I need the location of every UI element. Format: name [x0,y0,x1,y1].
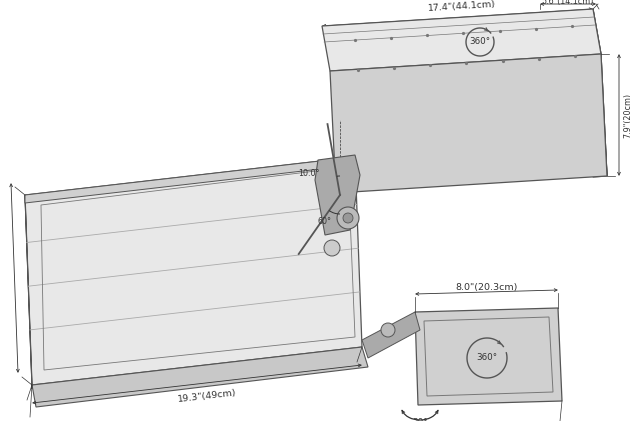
Circle shape [343,213,353,223]
Circle shape [324,240,340,256]
Text: 360°: 360° [469,37,491,46]
Polygon shape [593,9,607,176]
Circle shape [337,207,359,229]
Polygon shape [315,155,360,235]
Text: 360°: 360° [476,354,498,362]
Text: 8.0"(20.3cm): 8.0"(20.3cm) [455,283,518,292]
Polygon shape [362,312,420,358]
Text: 17.4"(44.1cm): 17.4"(44.1cm) [428,0,496,13]
Polygon shape [25,157,355,203]
Polygon shape [415,308,562,405]
Text: 7.9"(20cm): 7.9"(20cm) [623,93,630,138]
Polygon shape [593,9,607,177]
Polygon shape [322,9,601,71]
Polygon shape [330,54,607,193]
Text: 30°: 30° [412,418,428,421]
Polygon shape [32,347,368,407]
Polygon shape [25,157,362,385]
Text: 19.3"(49cm): 19.3"(49cm) [177,388,237,404]
Circle shape [381,323,395,337]
Text: 5.6"(14.1cm): 5.6"(14.1cm) [542,0,594,6]
Text: 10.0°: 10.0° [299,168,320,178]
Polygon shape [25,195,32,389]
Text: 60°: 60° [317,217,331,226]
